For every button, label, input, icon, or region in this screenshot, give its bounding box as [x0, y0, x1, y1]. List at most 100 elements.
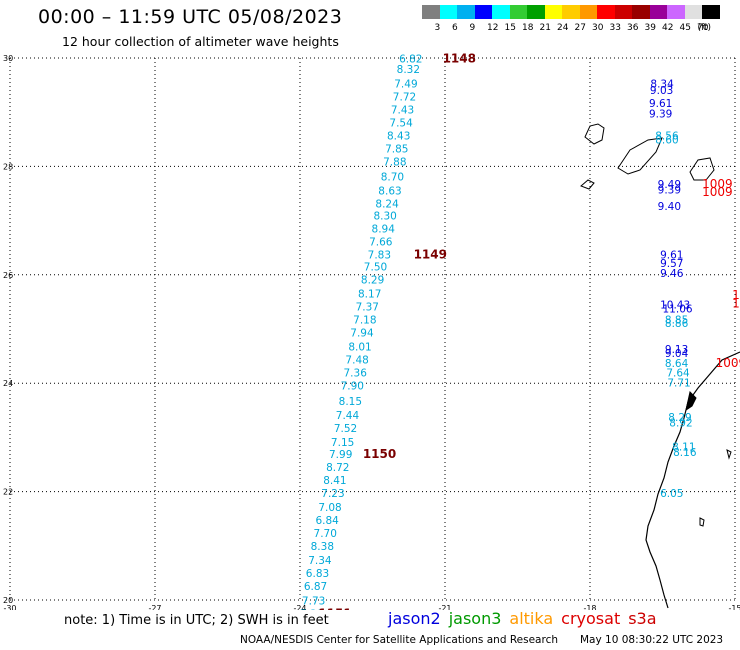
coastline-layer — [580, 123, 740, 609]
wave-height-label: 8.34 — [650, 78, 674, 90]
colorbar-swatch — [439, 5, 457, 19]
wave-height-label: 8.43 — [387, 130, 410, 142]
wave-height-label: 7.36 — [344, 368, 368, 380]
wave-height-label: 8.11 — [672, 441, 695, 453]
wave-height-label: 9.46 — [660, 268, 684, 280]
wave-height-label: 1009 — [702, 177, 733, 191]
x-tick-label: -21 — [438, 604, 451, 610]
chart-subtitle: 12 hour collection of altimeter wave hei… — [62, 34, 339, 49]
wave-height-label: 9.61 — [660, 250, 683, 262]
canary-island-tenerife — [617, 137, 663, 175]
x-tick-label: -27 — [148, 604, 161, 610]
wave-height-label: 7.88 — [383, 156, 406, 168]
wave-height-label: 7.49 — [394, 78, 417, 90]
colorbar-tick-label: 15 — [504, 23, 516, 33]
wave-height-label: 7.99 — [329, 449, 352, 461]
colorbar-tick-label: 27 — [574, 23, 586, 33]
coastal-feature — [685, 391, 697, 412]
canary-island-gomera — [580, 179, 595, 190]
satellite-label-altika: altika — [509, 609, 554, 628]
wave-height-label: 7.52 — [334, 423, 357, 435]
colorbar-swatch — [474, 5, 492, 19]
wave-height-label: 8.63 — [378, 186, 401, 198]
data-points: 6.828.32 7.497.727.437.548.437.857.88 8.70… — [300, 51, 740, 610]
canary-island-gran-canaria — [689, 157, 715, 181]
wave-height-label: 7.37 — [356, 302, 379, 314]
wave-height-label: 9.39 — [658, 185, 681, 197]
axis-tick-labels: -30 -27 -24 -21 -18 -15 20 22 24 26 28 30 — [3, 54, 740, 610]
colorbar-tick-label: 33 — [609, 23, 621, 33]
y-tick-label: 20 — [3, 596, 13, 605]
wave-height-label: 8.85 — [665, 315, 688, 327]
wave-height-label: 9.13 — [665, 344, 688, 356]
colorbar-tick-label: 21 — [539, 23, 551, 33]
wave-height-label: 8.29 — [361, 274, 384, 286]
wave-height-map: -30 -27 -24 -21 -18 -15 20 22 24 26 28 30 6.828.32 7… — [3, 51, 740, 610]
wave-height-label: 8.56 — [655, 130, 679, 142]
wave-height-label: 8.29 — [668, 412, 691, 424]
colorbar-tick-label: 42 — [662, 23, 674, 33]
wave-height-label: 8.70 — [381, 171, 404, 183]
time-marker-label: 1150 — [363, 447, 396, 461]
wave-height-label: 10.43 — [660, 299, 690, 311]
y-tick-label: 30 — [3, 54, 13, 63]
wave-height-label: 6.82 — [399, 53, 422, 65]
colorbar-unit-label: (ft) — [697, 23, 712, 33]
wave-height-label: 8.60 — [655, 135, 678, 147]
colorbar-tick-label: 12 — [487, 23, 499, 33]
wave-height-label: 8.32 — [397, 64, 420, 76]
wave-height-label: 7.66 — [369, 237, 393, 249]
footer-credit: NOAA/NESDIS Center for Satellite Applica… — [240, 634, 558, 646]
colorbar-swatch — [562, 5, 580, 19]
time-marker-label: 1148 — [443, 51, 476, 65]
wave-height-label: 8.94 — [372, 224, 396, 236]
wave-height-label: 7.83 — [368, 250, 391, 262]
wave-height-label: 7.43 — [391, 104, 414, 116]
wave-height-label: 8.41 — [323, 475, 346, 487]
y-tick-label: 24 — [3, 379, 13, 388]
chart-title: 00:00 – 11:59 UTC 05/08/2023 — [38, 6, 343, 28]
satellite-label-cryosat: cryosat — [561, 609, 621, 628]
wave-height-label: 7.85 — [385, 143, 408, 155]
wave-height-label: 8.38 — [311, 541, 334, 553]
wave-height-label: 9.49 — [658, 179, 681, 191]
africa-coastline — [645, 351, 740, 609]
wave-height-label: 9.39 — [649, 109, 672, 121]
wave-height-label: 6.05 — [660, 488, 683, 500]
wave-height-label: 8.86 — [665, 318, 689, 330]
wave-height-label: 8.01 — [348, 342, 371, 354]
satellite-label-s3a: s3a — [628, 609, 657, 628]
wave-height-label: 9.57 — [660, 258, 683, 270]
wave-height-label: 7.50 — [364, 261, 387, 273]
colorbar-tick-label: 24 — [557, 23, 569, 33]
wave-height-label: 9.40 — [658, 201, 681, 213]
colorbar-tick-label: 18 — [522, 23, 534, 33]
wave-height-label: 8.24 — [375, 199, 399, 211]
footer-note: note: 1) Time is in UTC; 2) SWH is in fe… — [64, 613, 329, 628]
wave-height-label: 7.64 — [666, 368, 690, 380]
colorbar-tick-label: 9 — [469, 23, 476, 33]
colorbar-swatch — [422, 5, 440, 19]
colorbar-swatch — [614, 5, 632, 19]
wave-height-label: 7.73 — [302, 595, 325, 607]
wave-height-label: 7.54 — [389, 117, 413, 129]
wave-height-label: 1009 — [732, 296, 740, 310]
colorbar-swatch — [544, 5, 562, 19]
wave-height-label: 9.61 — [649, 98, 672, 110]
wave-height-label: 7.34 — [308, 555, 332, 567]
wave-height-label: 7.94 — [350, 328, 374, 340]
canary-island-la-palma — [584, 123, 605, 145]
colorbar-swatch — [649, 5, 667, 19]
satellite-label-jason3: jason3 — [448, 609, 502, 628]
colorbar-swatch — [509, 5, 527, 19]
colorbar-tick-label: 3 — [434, 23, 441, 33]
wave-height-label: 1009 — [732, 288, 740, 302]
wave-height-label: 1009 — [702, 185, 733, 199]
grid-lines — [9, 57, 736, 601]
wave-height-label: 7.39 — [300, 608, 323, 610]
x-tick-label: -15 — [728, 604, 740, 610]
satellite-legend: jason2 jason3 altika cryosat s3a — [388, 609, 665, 628]
colorbar-swatch — [457, 5, 475, 19]
colorbar-swatch — [527, 5, 545, 19]
satellite-label-jason2: jason2 — [388, 609, 441, 628]
